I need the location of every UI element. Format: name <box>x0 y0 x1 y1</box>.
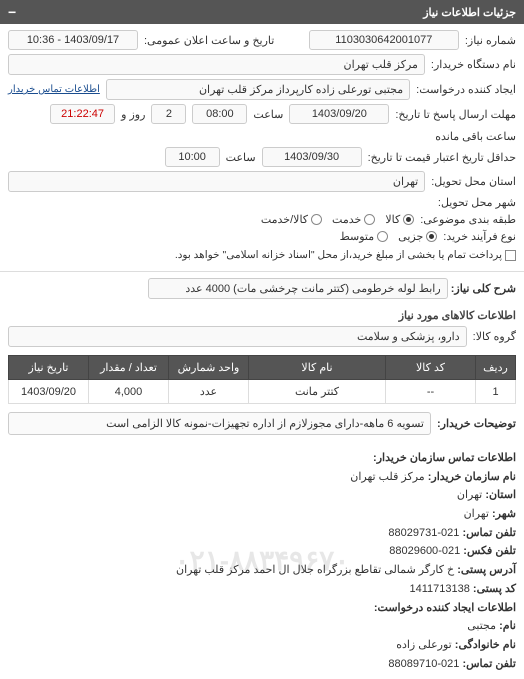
goods-table-wrap: ردیف کد کالا نام کالا واحد شمارش تعداد /… <box>0 351 524 408</box>
radio-dot-icon <box>426 231 437 242</box>
payment-note: پرداخت تمام یا بخشی از مبلغ خرید،از محل … <box>175 249 502 261</box>
postal-code-label: کد پستی: <box>473 583 516 595</box>
creator-label: ایجاد کننده درخواست: <box>416 83 516 96</box>
validity-time-field: 10:00 <box>165 147 220 167</box>
radio-partial[interactable]: جزیی <box>398 230 437 243</box>
radio-goods[interactable]: کالا <box>385 213 414 226</box>
contact-section-title: اطلاعات تماس سازمان خریدار: <box>8 449 516 468</box>
postal-code-value: 1411713138 <box>409 583 469 595</box>
notes-text: تسویه 6 ماهه-دارای مجوزلازم از اداره تجه… <box>8 412 431 435</box>
classify-label: طبقه بندی موضوعی: <box>420 213 516 226</box>
collapse-icon[interactable]: − <box>8 4 16 20</box>
table-header-row: ردیف کد کالا نام کالا واحد شمارش تعداد /… <box>9 356 516 380</box>
contact-province-value: تهران <box>457 489 482 501</box>
contact-link[interactable]: اطلاعات تماس خریدار <box>8 84 100 95</box>
cell-name: کتتر مانت <box>249 380 386 404</box>
form-area: شماره نیاز: 1103030642001077 تاریخ و ساع… <box>0 24 524 271</box>
col-unit: واحد شمارش <box>169 356 249 380</box>
goods-group-field: دارو، پزشکی و سلامت <box>8 326 467 347</box>
process-label: نوع فرآیند خرید: <box>443 230 516 243</box>
days-field: 2 <box>151 104 186 124</box>
deadline-send-label: مهلت ارسال پاسخ تا تاریخ: <box>395 108 516 121</box>
cell-index: 1 <box>476 380 516 404</box>
time-label-1: ساعت <box>253 108 283 121</box>
radio-service-label: خدمت <box>332 213 361 226</box>
contact-fax-label: تلفن فکس: <box>463 545 516 557</box>
days-label: روز و <box>121 108 145 121</box>
radio-service[interactable]: خدمت <box>332 213 375 226</box>
postal-addr-value: خ کارگر شمالی تقاطع بزرگراه جلال ال احمد… <box>176 564 454 576</box>
radio-dot-icon <box>364 214 375 225</box>
cell-date: 1403/09/20 <box>9 380 89 404</box>
checkbox-icon <box>505 250 516 261</box>
announce-label: تاریخ و ساعت اعلان عمومی: <box>144 34 274 47</box>
goods-table: ردیف کد کالا نام کالا واحد شمارش تعداد /… <box>8 355 516 404</box>
contact-block: ۰۲۱-۸۸۳۴۹۶۷۰ اطلاعات تماس سازمان خریدار:… <box>0 443 524 679</box>
need-title-label: شرح کلی نیاز: <box>451 283 516 295</box>
radio-goods-service[interactable]: کالا/خدمت <box>261 213 322 226</box>
radio-goods-label: کالا <box>385 213 400 226</box>
col-name: نام کالا <box>249 356 386 380</box>
radio-dot-icon <box>311 214 322 225</box>
col-index: ردیف <box>476 356 516 380</box>
creator-section-title: اطلاعات ایجاد کننده درخواست: <box>8 599 516 618</box>
deadline-date-field: 1403/09/20 <box>289 104 389 124</box>
cell-unit: عدد <box>169 380 249 404</box>
panel-title: جزئیات اطلاعات نیاز <box>423 6 516 19</box>
radio-medium[interactable]: متوسط <box>340 230 389 243</box>
panel-header: جزئیات اطلاعات نیاز − <box>0 0 524 24</box>
need-title-row: شرح کلی نیاز: رابط لوله خرطومی (کتتر مان… <box>0 271 524 305</box>
org-value: مرکز قلب تهران <box>350 471 424 483</box>
table-row: 1 -- کتتر مانت عدد 4,000 1403/09/20 <box>9 380 516 404</box>
radio-goods-service-label: کالا/خدمت <box>261 213 308 226</box>
goods-section-title: اطلاعات کالاهای مورد نیاز <box>0 305 524 326</box>
contact-fax-value: 021-88029600 <box>389 545 460 557</box>
notes-label: توضیحات خریدار: <box>437 417 516 430</box>
contact-province-label: استان: <box>485 489 516 501</box>
org-label: نام سازمان خریدار: <box>428 471 516 483</box>
device-label: نام دستگاه خریدار: <box>431 58 516 71</box>
classify-radio-group: کالا خدمت کالا/خدمت <box>261 213 414 226</box>
remain-label: ساعت باقی مانده <box>435 130 516 143</box>
deadline-time-field: 08:00 <box>192 104 247 124</box>
creator-name-label: نام: <box>499 620 516 632</box>
col-qty: تعداد / مقدار <box>89 356 169 380</box>
contact-phone-value: 021-88029731 <box>388 527 459 539</box>
process-radio-group: جزیی متوسط <box>340 230 438 243</box>
col-code: کد کالا <box>386 356 476 380</box>
radio-medium-label: متوسط <box>340 230 375 243</box>
contact-city-value: تهران <box>464 508 489 520</box>
creator-family-label: نام خانوادگی: <box>455 639 516 651</box>
need-number-field: 1103030642001077 <box>309 30 459 50</box>
city-label: شهر محل تحویل: <box>438 196 516 209</box>
need-number-label: شماره نیاز: <box>465 34 516 47</box>
contact-phone-label: تلفن تماس: <box>462 527 516 539</box>
announce-field: 1403/09/17 - 10:36 <box>8 30 138 50</box>
postal-addr-label: آدرس پستی: <box>457 564 516 576</box>
radio-dot-icon <box>403 214 414 225</box>
col-date: تاریخ نیاز <box>9 356 89 380</box>
radio-partial-label: جزیی <box>398 230 423 243</box>
cell-qty: 4,000 <box>89 380 169 404</box>
cell-code: -- <box>386 380 476 404</box>
validity-label: حداقل تاریخ اعتبار قیمت تا تاریخ: <box>368 151 516 164</box>
creator-phone-label: تلفن تماس: <box>462 658 516 670</box>
radio-dot-icon <box>377 231 388 242</box>
need-title-field: رابط لوله خرطومی (کتتر مانت چرخشی مات) 4… <box>148 278 448 299</box>
creator-family-value: تورعلی زاده <box>396 639 452 651</box>
goods-group-label: گروه کالا: <box>473 330 516 343</box>
province-label: استان محل تحویل: <box>431 175 516 188</box>
creator-field: مجتبی تورعلی زاده کارپرداز مرکز قلب تهرا… <box>106 79 410 100</box>
creator-name-value: مجتبی <box>467 620 496 632</box>
remain-time-field: 21:22:47 <box>50 104 115 124</box>
contact-city-label: شهر: <box>492 508 516 520</box>
province-field: تهران <box>8 171 425 192</box>
validity-date-field: 1403/09/30 <box>262 147 362 167</box>
time-label-2: ساعت <box>226 151 256 164</box>
creator-phone-value: 021-88089710 <box>388 658 459 670</box>
payment-checkbox[interactable]: پرداخت تمام یا بخشی از مبلغ خرید،از محل … <box>175 249 516 261</box>
device-field: مرکز قلب تهران <box>8 54 425 75</box>
